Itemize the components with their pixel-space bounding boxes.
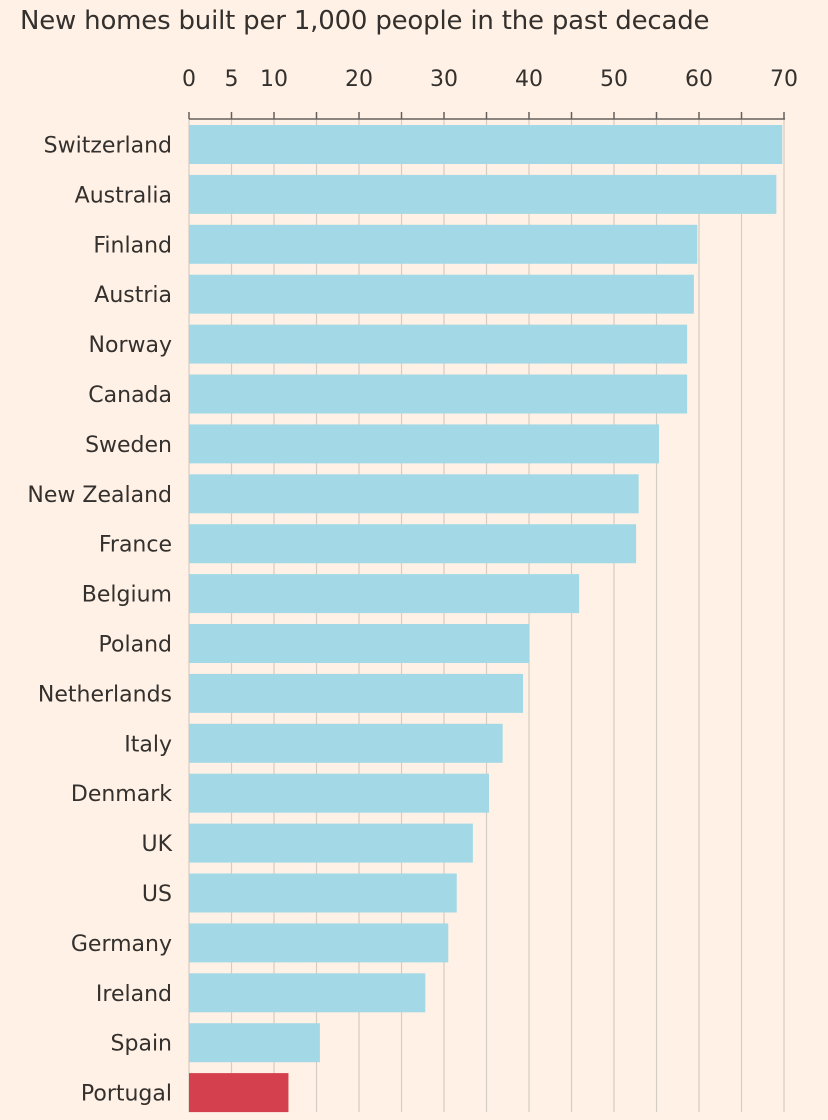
- category-label-uk: UK: [141, 832, 172, 857]
- x-tick-label-40: 40: [515, 67, 543, 92]
- bar-belgium: [189, 574, 580, 614]
- chart-title: New homes built per 1,000 people in the …: [20, 6, 710, 36]
- category-label-canada: Canada: [88, 383, 172, 408]
- bar-ireland: [189, 973, 426, 1013]
- x-tick-label-50: 50: [600, 67, 628, 92]
- x-tick-label-5: 5: [225, 67, 239, 92]
- bar-austria: [189, 274, 694, 314]
- gridlines: [188, 119, 785, 1112]
- category-label-norway: Norway: [89, 333, 172, 358]
- bars: [189, 125, 783, 1113]
- bar-denmark: [189, 773, 490, 813]
- category-label-germany: Germany: [71, 932, 172, 957]
- bar-finland: [189, 224, 698, 264]
- x-tick-label-0: 0: [182, 67, 196, 92]
- category-label-portugal: Portugal: [81, 1082, 172, 1107]
- x-tick-label-60: 60: [685, 67, 713, 92]
- category-label-belgium: Belgium: [82, 583, 172, 608]
- x-tick-label-20: 20: [345, 67, 373, 92]
- category-label-finland: Finland: [93, 233, 172, 258]
- category-label-ireland: Ireland: [96, 982, 172, 1007]
- bar-italy: [189, 723, 503, 763]
- category-label-austria: Austria: [94, 283, 172, 308]
- bar-new-zealand: [189, 474, 639, 514]
- x-tick-label-70: 70: [770, 67, 798, 92]
- bar-uk: [189, 823, 473, 863]
- x-axis: 0 5 10 20 30 40 50 60 70: [182, 67, 798, 120]
- bar-norway: [189, 324, 688, 364]
- category-label-netherlands: Netherlands: [38, 682, 172, 707]
- category-label-italy: Italy: [124, 732, 172, 757]
- bar-us: [189, 873, 457, 913]
- x-tick-label-30: 30: [430, 67, 458, 92]
- bar-switzerland: [189, 125, 783, 164]
- category-label-poland: Poland: [99, 633, 172, 658]
- bar-sweden: [189, 424, 660, 464]
- bar-portugal: [189, 1073, 289, 1113]
- x-tick-label-10: 10: [260, 67, 288, 92]
- category-label-spain: Spain: [111, 1032, 172, 1057]
- category-label-australia: Australia: [75, 183, 172, 208]
- category-label-new-zealand: New Zealand: [27, 483, 172, 508]
- bar-spain: [189, 1023, 320, 1063]
- category-label-us: US: [142, 882, 172, 907]
- category-label-france: France: [99, 533, 172, 558]
- category-labels: Switzerland Australia Finland Austria Norway…: [27, 134, 172, 1107]
- bar-canada: [189, 374, 688, 414]
- category-label-sweden: Sweden: [85, 433, 172, 458]
- bar-france: [189, 524, 637, 564]
- bar-germany: [189, 923, 449, 963]
- bar-poland: [189, 624, 529, 663]
- category-label-switzerland: Switzerland: [44, 134, 172, 159]
- category-label-denmark: Denmark: [71, 782, 172, 807]
- bar-netherlands: [189, 673, 524, 713]
- bar-australia: [189, 174, 777, 214]
